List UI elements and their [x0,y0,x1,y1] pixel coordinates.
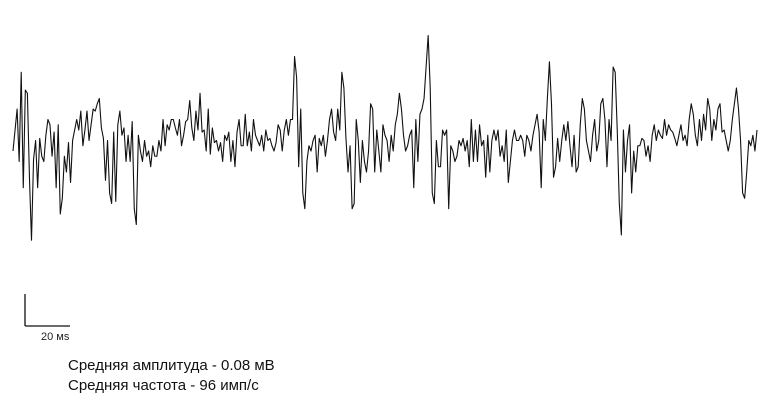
scale-bar-time-label: 20 мs [41,331,70,343]
mean-amplitude-text: Средняя амплитуда - 0.08 мВ [68,357,275,374]
emg-series-line [12,34,758,241]
scale-bar: 20 мs [24,294,70,343]
mean-frequency-text: Средняя частота - 96 имп/с [68,377,259,394]
emg-trace-group [12,34,758,241]
